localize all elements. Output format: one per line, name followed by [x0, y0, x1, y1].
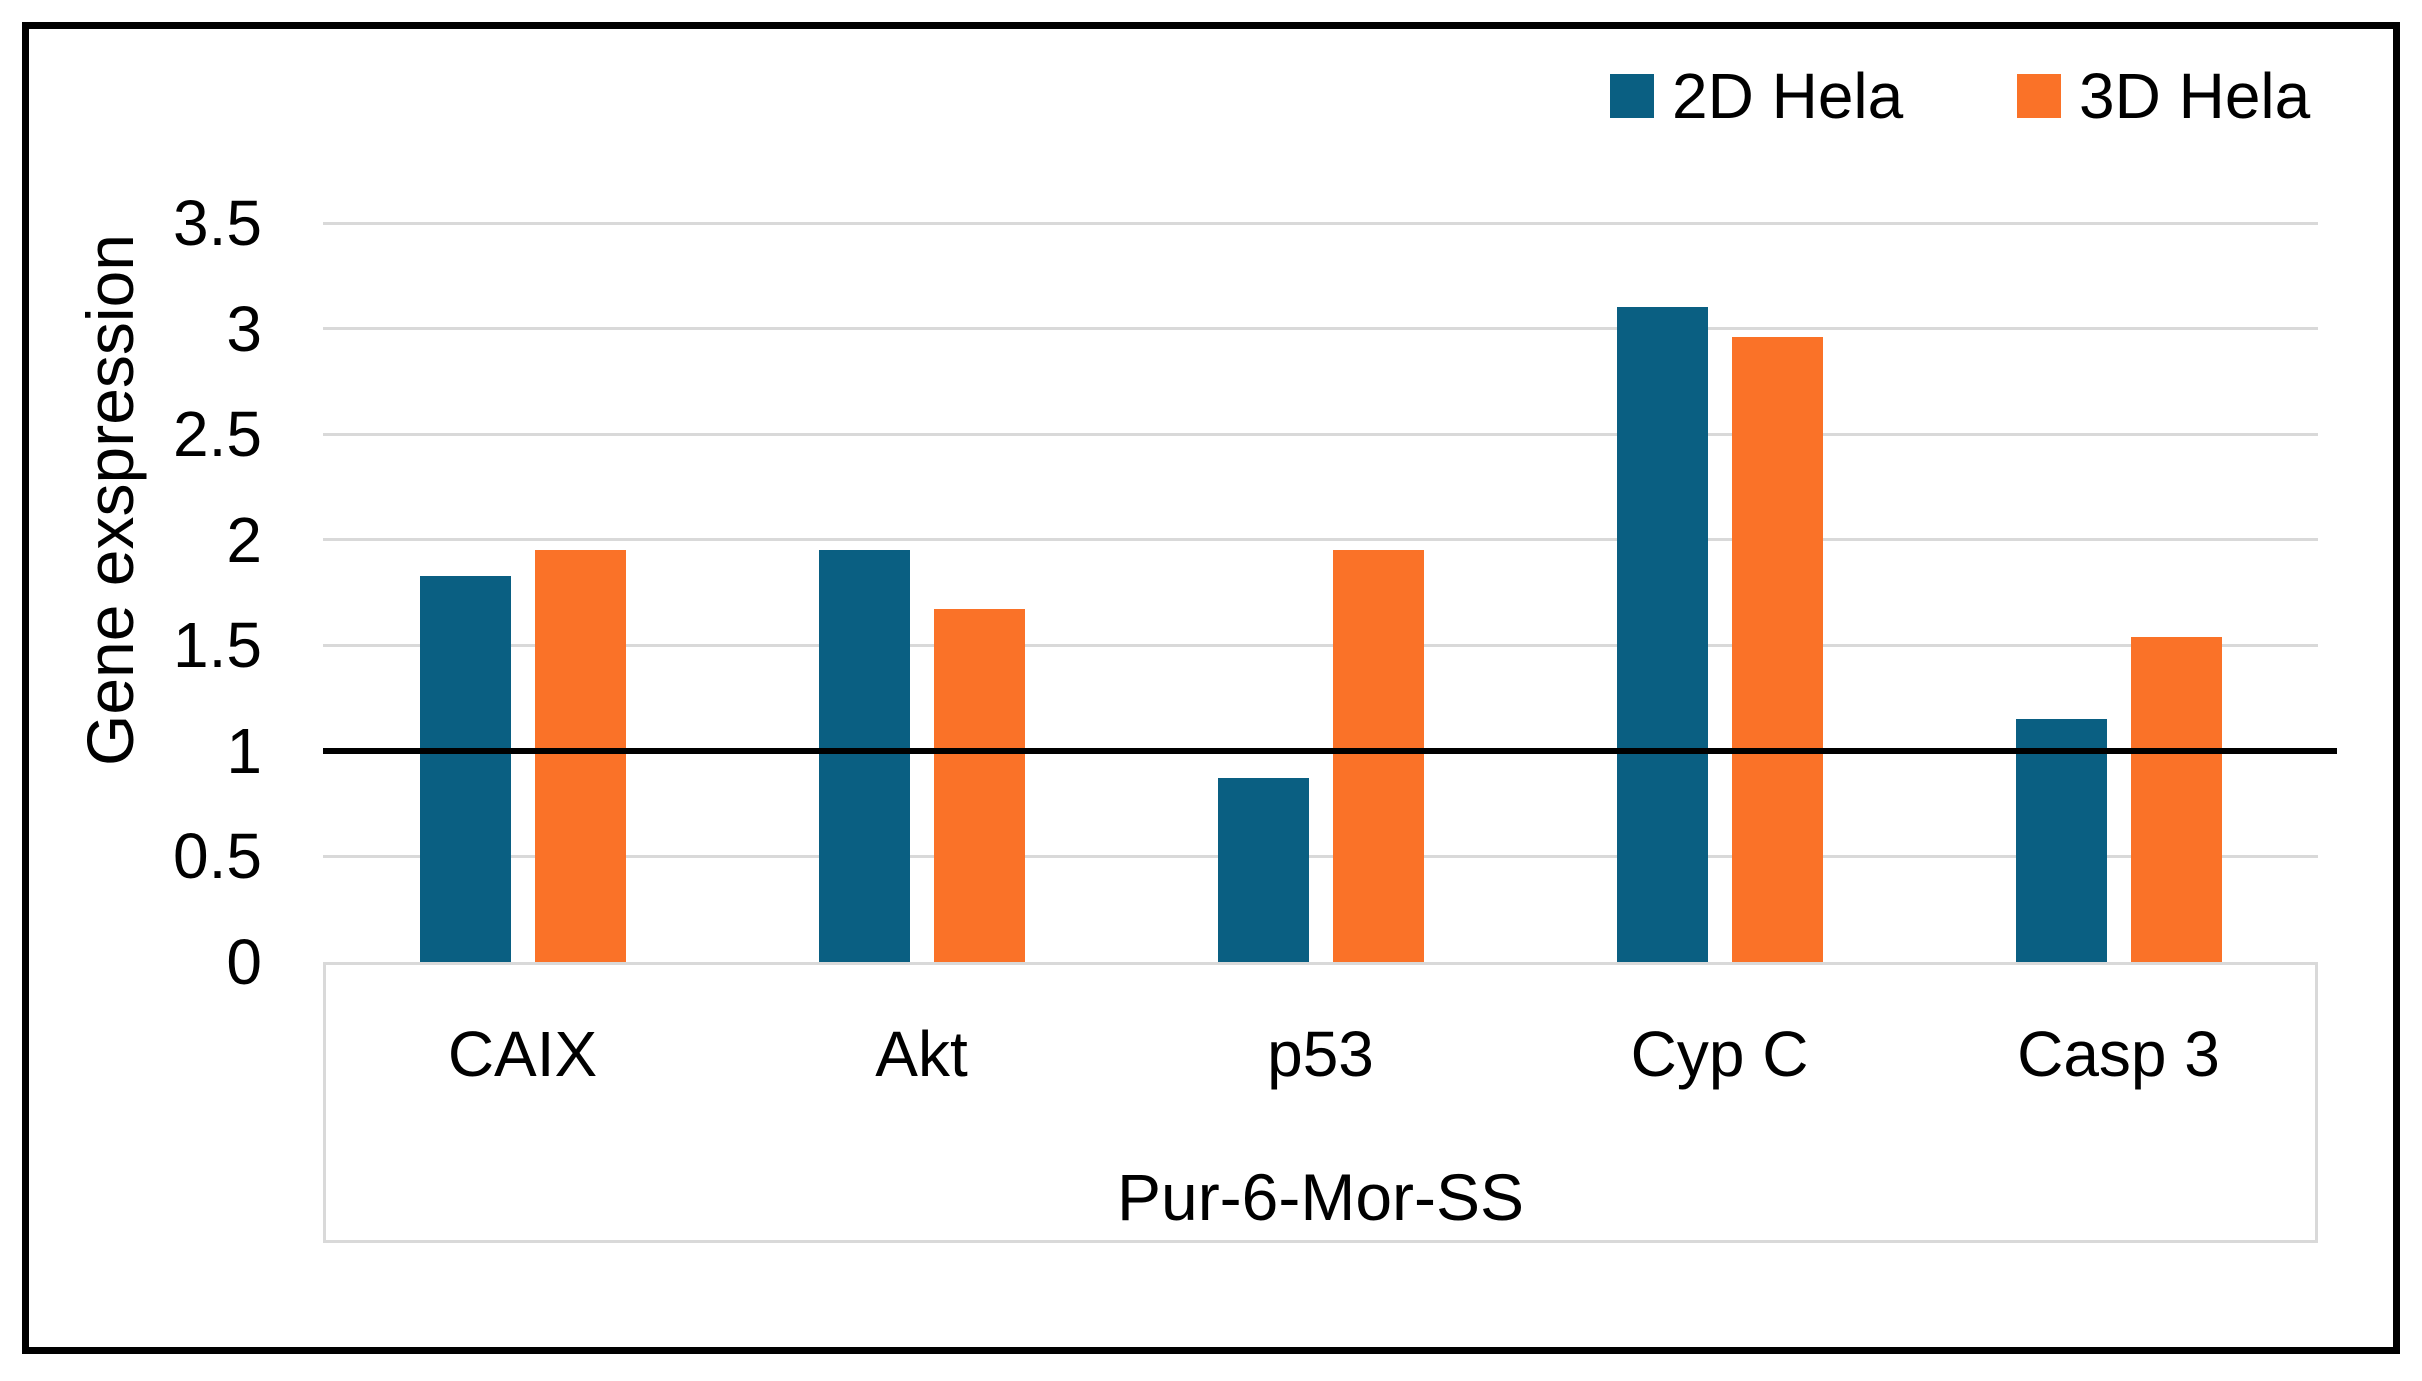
- reference-line-y1: [323, 747, 2337, 754]
- gridline-y-3-5: [323, 221, 2318, 225]
- y-tick-label-0: 0: [226, 926, 262, 998]
- gridline-y-1-5: [323, 643, 2318, 647]
- y-tick-label-3-5: 3.5: [173, 187, 262, 259]
- bar-2d-hela-caix: [419, 575, 511, 962]
- gridline-y-2: [323, 538, 2318, 542]
- bar-2d-hela-p53: [1217, 778, 1309, 962]
- category-label-akt: Akt: [875, 1018, 968, 1090]
- category-label-caix: CAIX: [447, 1018, 598, 1090]
- legend-item-3d-hela: 3D Hela: [2017, 56, 2310, 136]
- bar-2d-hela-akt: [818, 550, 910, 962]
- bar-2d-hela-casp-3: [2015, 719, 2107, 962]
- y-tick-label-3: 3: [226, 292, 262, 365]
- y-tick-label-2-5: 2.5: [173, 398, 262, 471]
- category-axis-box: [323, 962, 2318, 1243]
- category-label-cyp-c: Cyp C: [1630, 1018, 1809, 1090]
- legend: 2D Hela 3D Hela: [0, 0, 2422, 200]
- category-label-casp-3: Casp 3: [2017, 1018, 2220, 1090]
- gridline-y-2-5: [323, 432, 2318, 436]
- y-tick-label-1: 1: [226, 714, 262, 787]
- bar-3d-hela-caix: [534, 550, 626, 962]
- bar-3d-hela-cyp-c: [1731, 337, 1823, 962]
- bar-3d-hela-akt: [933, 609, 1025, 962]
- y-tick-label-1-5: 1.5: [173, 609, 262, 682]
- legend-swatch-3d-hela: [2017, 74, 2061, 118]
- legend-swatch-2d-hela: [1610, 74, 1654, 118]
- y-tick-label-0-5: 0.5: [173, 820, 262, 893]
- legend-label-3d-hela: 3D Hela: [2079, 60, 2311, 132]
- legend-label-2d-hela: 2D Hela: [1672, 60, 1904, 132]
- x-axis-title: Pur-6-Mor-SS: [1116, 1160, 1525, 1234]
- bar-2d-hela-cyp-c: [1616, 307, 1708, 962]
- bar-3d-hela-casp-3: [2130, 636, 2222, 962]
- category-label-p53: p53: [1267, 1018, 1374, 1090]
- legend-item-2d-hela: 2D Hela: [1610, 56, 1903, 136]
- gridline-y-0-5: [323, 854, 2318, 858]
- bar-3d-hela-p53: [1332, 550, 1424, 962]
- gridline-y-3: [323, 327, 2318, 331]
- y-tick-label-2: 2: [226, 503, 262, 576]
- chart-frame: [22, 22, 2400, 1354]
